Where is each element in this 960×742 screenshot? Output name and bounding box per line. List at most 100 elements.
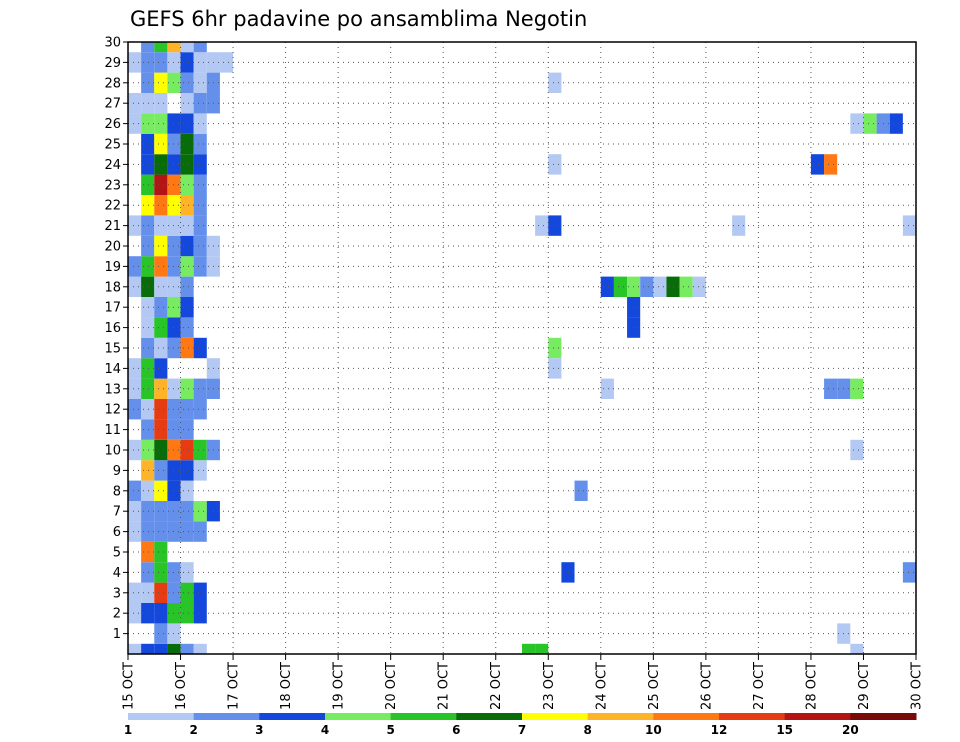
heatmap-cell xyxy=(535,643,549,654)
heatmap-cell xyxy=(889,113,903,134)
heatmap-cell xyxy=(141,358,155,379)
heatmap-cell xyxy=(141,42,155,53)
heatmap-cell xyxy=(154,378,168,399)
y-tick-label: 14 xyxy=(104,362,121,377)
heatmap-cell xyxy=(141,337,155,359)
legend-label: 5 xyxy=(386,723,394,737)
heatmap-cell xyxy=(180,72,194,93)
heatmap-cell xyxy=(141,582,155,603)
heatmap-cell xyxy=(154,623,168,644)
heatmap-cell xyxy=(141,256,155,277)
heatmap-cell xyxy=(193,72,207,93)
chart-title: GEFS 6hr padavine po ansamblima Negotin xyxy=(130,7,587,31)
plot-frame xyxy=(127,41,917,655)
legend-swatch xyxy=(456,713,523,720)
legend-label: 7 xyxy=(518,723,526,737)
y-tick-label: 4 xyxy=(113,566,121,581)
x-tick-label: 30 OCT xyxy=(910,662,925,710)
heatmap-cell xyxy=(141,562,155,583)
heatmap-cell xyxy=(193,42,207,53)
heatmap-cell xyxy=(167,643,181,654)
gridlines xyxy=(128,42,916,654)
y-tick-label: 22 xyxy=(104,199,121,214)
legend-swatch xyxy=(719,713,786,720)
heatmap-cell xyxy=(180,297,194,318)
heatmap-cell xyxy=(141,235,155,257)
heatmap-cell xyxy=(141,93,155,114)
x-tick-label: 21 OCT xyxy=(437,662,452,710)
heatmap-cell xyxy=(850,113,864,134)
y-tick-label: 24 xyxy=(104,158,121,173)
heatmap-cell xyxy=(640,276,654,297)
heatmap-cell xyxy=(193,337,207,359)
heatmap-cell xyxy=(128,439,142,461)
legend-label: 10 xyxy=(645,723,662,737)
heatmap-cell xyxy=(167,42,181,53)
heatmap-cell xyxy=(128,93,142,114)
legend-label: 1 xyxy=(124,723,132,737)
legend-swatch xyxy=(390,713,457,720)
heatmap-cell xyxy=(141,297,155,318)
heatmap-cell xyxy=(154,42,168,53)
y-tick-label: 20 xyxy=(104,240,121,255)
heatmap-cell xyxy=(128,52,142,73)
heatmap-cell xyxy=(180,582,194,603)
heatmap-cell xyxy=(548,72,562,93)
heatmap-cell xyxy=(128,276,142,297)
heatmap-cell xyxy=(128,582,142,603)
heatmap-cell xyxy=(180,521,194,542)
legend-label: 15 xyxy=(776,723,793,737)
heatmap-cell xyxy=(679,276,693,297)
y-tick-label: 8 xyxy=(113,484,121,499)
heatmap-cell xyxy=(154,399,168,420)
heatmap-cell xyxy=(574,480,588,501)
y-tick-label: 10 xyxy=(104,444,121,459)
heatmap-cell xyxy=(193,93,207,114)
heatmap-cell xyxy=(600,276,614,297)
heatmap-cells xyxy=(128,42,916,654)
heatmap-cell xyxy=(154,256,168,277)
y-tick-label: 1 xyxy=(113,627,121,642)
heatmap-cell xyxy=(180,235,194,257)
heatmap-cell xyxy=(141,501,155,522)
y-tick-label: 2 xyxy=(113,607,121,622)
heatmap-cell xyxy=(535,215,549,236)
y-tick-label: 30 xyxy=(104,36,121,51)
heatmap-cell xyxy=(154,297,168,318)
heatmap-cell xyxy=(141,133,155,155)
heatmap-cell xyxy=(128,215,142,236)
heatmap-cell xyxy=(180,460,194,481)
heatmap-cell xyxy=(128,358,142,379)
heatmap-cell xyxy=(180,195,194,216)
x-tick-label: 19 OCT xyxy=(332,662,347,710)
heatmap-cell xyxy=(141,643,155,654)
legend-swatch xyxy=(193,713,260,720)
heatmap-cell xyxy=(154,113,168,134)
y-tick-label: 21 xyxy=(104,219,121,234)
legend-swatch xyxy=(522,713,589,720)
heatmap-cell xyxy=(154,439,168,461)
heatmap-cell xyxy=(193,235,207,257)
heatmap-cell xyxy=(219,52,234,73)
y-tick-label: 18 xyxy=(104,280,121,295)
heatmap-cell xyxy=(180,42,194,53)
heatmap-cell xyxy=(548,358,562,379)
heatmap-cell xyxy=(193,521,207,542)
x-tick-label: 28 OCT xyxy=(804,662,819,710)
heatmap-cell xyxy=(180,174,194,195)
heatmap-cell xyxy=(902,215,916,236)
heatmap-cell xyxy=(154,195,168,216)
y-tick-label: 19 xyxy=(104,260,121,275)
y-tick-label: 28 xyxy=(104,76,121,91)
y-tick-label: 9 xyxy=(113,464,121,479)
y-tick-label: 23 xyxy=(104,178,121,193)
x-tick-label: 26 OCT xyxy=(699,662,714,710)
x-tick-label: 24 OCT xyxy=(594,662,609,710)
y-tick-label: 11 xyxy=(104,423,121,438)
heatmap-cell xyxy=(180,480,194,501)
x-tick-label: 23 OCT xyxy=(542,662,557,710)
heatmap-cell xyxy=(141,317,155,338)
heatmap-cell xyxy=(692,276,706,297)
heatmap-cell xyxy=(154,93,168,114)
heatmap-cell xyxy=(824,154,838,175)
